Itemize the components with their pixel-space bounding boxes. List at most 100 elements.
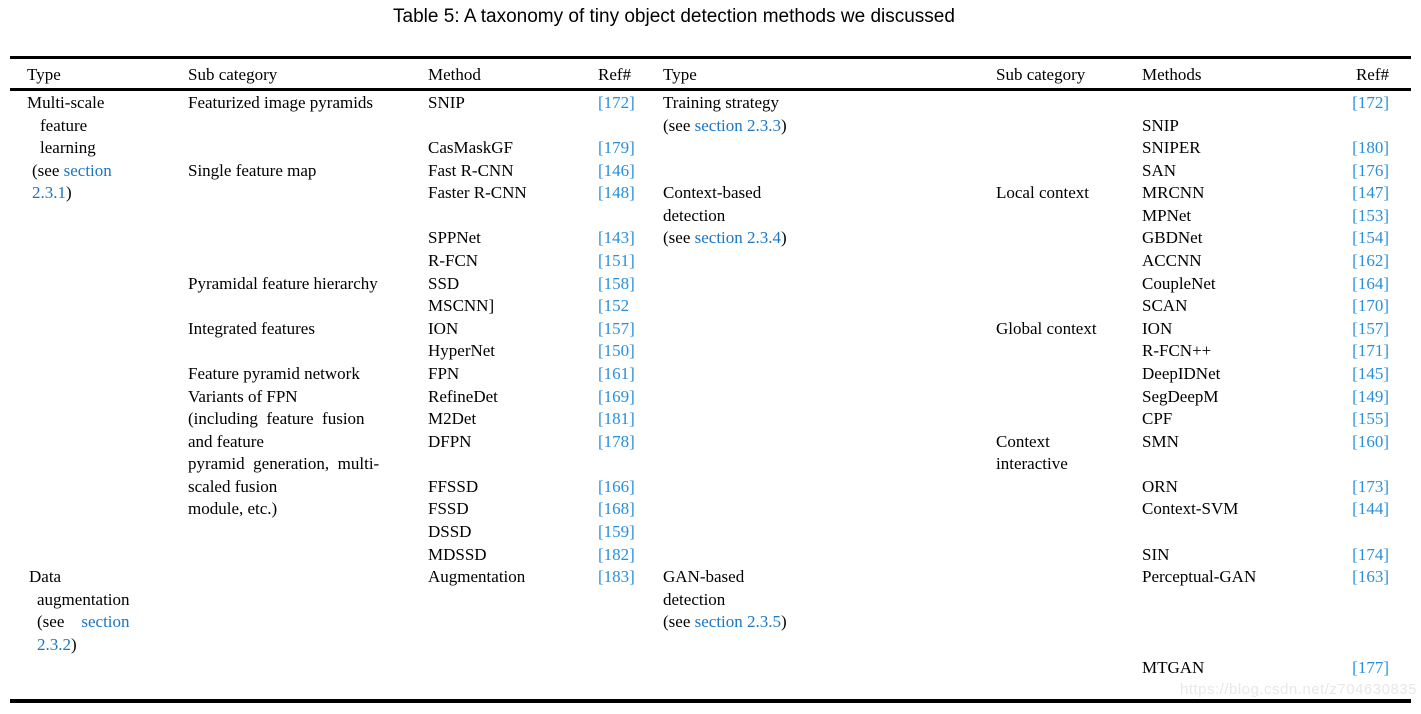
section-link[interactable]: section	[81, 612, 130, 632]
subcategory-column-header: Sub category	[188, 65, 278, 84]
ref-link[interactable]: [146]	[598, 160, 635, 180]
ref-cell: [151]	[598, 250, 658, 273]
methods2-cell: MTGAN	[1142, 657, 1205, 677]
table-row: MSCNN] [152 SCAN [170]	[0, 295, 1421, 318]
ref-link[interactable]: [173]	[1352, 476, 1389, 496]
text-segment: )	[781, 228, 787, 248]
ref2-column-header: Ref#	[1355, 65, 1389, 84]
type2-cell: Training strategy	[663, 93, 780, 112]
ref-link[interactable]: [152	[598, 296, 630, 316]
method-cell: ION	[428, 318, 459, 338]
ref-link[interactable]: [155]	[1352, 409, 1389, 429]
ref-link[interactable]: [144]	[1352, 499, 1389, 519]
ref-link[interactable]: [174]	[1352, 544, 1389, 564]
ref-link[interactable]: [179]	[598, 138, 635, 158]
section-link[interactable]: 2.3.2	[37, 634, 71, 654]
ref-cell: [146]	[598, 160, 658, 183]
type-cell: learning	[40, 138, 96, 158]
section-link[interactable]: section 2.3.4	[694, 228, 782, 248]
methods2-cell: DeepIDNet	[1142, 363, 1221, 383]
ref-link[interactable]: [168]	[598, 499, 635, 519]
methods2-cell: SCAN	[1142, 296, 1188, 316]
ref-link[interactable]: [151]	[598, 251, 635, 271]
type2-cell: detection	[663, 589, 726, 609]
ref-link[interactable]: [176]	[1352, 160, 1389, 180]
type2-cell: (see section 2.3.3)	[663, 115, 993, 138]
methods2-cell: ION	[1142, 318, 1173, 338]
ref-link[interactable]: [161]	[598, 363, 635, 383]
ref-link[interactable]: [157]	[1352, 318, 1389, 338]
ref-link[interactable]: [145]	[1352, 363, 1389, 383]
ref-link[interactable]: [154]	[1352, 228, 1389, 248]
ref-cell: [158]	[598, 273, 658, 296]
table-row: SPPNet [143] (see section 2.3.4) GBDNet [154…	[0, 227, 1421, 250]
ref-link[interactable]: [177]	[1352, 657, 1389, 677]
ref-link[interactable]: [147]	[1352, 183, 1389, 203]
ref-link[interactable]: [153]	[1352, 205, 1389, 225]
ref-link[interactable]: [159]	[598, 522, 635, 542]
ref-link[interactable]: [171]	[1352, 341, 1389, 361]
ref-link[interactable]: [166]	[598, 476, 635, 496]
method-cell: R-FCN	[428, 251, 479, 271]
text-segment: )	[71, 634, 77, 654]
text-segment: )	[781, 115, 787, 135]
table-header-rule	[10, 88, 1411, 91]
methods2-cell: R-FCN++	[1142, 341, 1212, 361]
text-segment: (see	[37, 612, 82, 632]
ref-link[interactable]: [148]	[598, 183, 635, 203]
ref-link[interactable]: [178]	[598, 431, 635, 451]
method-cell: FSSD	[428, 499, 469, 519]
methods2-cell: Context-SVM	[1142, 499, 1239, 519]
ref-link[interactable]: [182]	[598, 544, 635, 564]
ref-link[interactable]: [172]	[598, 93, 635, 112]
ref-link[interactable]: [162]	[1352, 251, 1389, 271]
method-cell: MDSSD	[428, 544, 487, 564]
ref-link[interactable]: [158]	[598, 273, 635, 293]
methods2-cell: SNIPER	[1142, 138, 1201, 158]
table-bottom-rule	[10, 699, 1411, 703]
ref-column-header: Ref#	[598, 65, 632, 84]
ref-link[interactable]: [163]	[1352, 567, 1389, 587]
table-row: scaled fusion FFSSD [166] ORN [173]	[0, 476, 1421, 499]
table-caption: Table 5: A taxonomy of tiny object detec…	[393, 6, 955, 27]
ref-link[interactable]: [143]	[598, 228, 635, 248]
table-row: DSSD [159]	[0, 521, 1421, 544]
section-link[interactable]: section 2.3.5	[694, 612, 782, 632]
subcategory-cell: Featurized image pyramids	[188, 93, 374, 112]
subcategory-cell: Pyramidal feature hierarchy	[188, 273, 378, 293]
ref-link[interactable]: [172]	[1352, 93, 1389, 112]
methods2-cell: SegDeepM	[1142, 386, 1219, 406]
ref-link[interactable]: [164]	[1352, 273, 1389, 293]
table-row: learning CasMaskGF [179] SNIPER [180]	[0, 137, 1421, 160]
ref2-cell: [157]	[1240, 318, 1389, 341]
ref-link[interactable]: [183]	[598, 567, 635, 587]
ref-cell: [172]	[598, 92, 658, 115]
table-row: detection MPNet [153]	[0, 205, 1421, 228]
ref-link[interactable]: [157]	[598, 318, 635, 338]
methods2-cell: MPNet	[1142, 205, 1192, 225]
type-column-header: Type	[27, 65, 61, 84]
ref-cell: [148]	[598, 182, 658, 205]
ref-cell: [143]	[598, 227, 658, 250]
ref-link[interactable]: [181]	[598, 409, 635, 429]
section-link[interactable]: section	[63, 160, 112, 180]
method-cell: SNIP	[428, 93, 465, 112]
method-cell: MSCNN]	[428, 296, 495, 316]
type-cell: Multi-scale	[27, 93, 105, 112]
subcategory-cell: scaled fusion	[188, 476, 278, 496]
section-link[interactable]: section 2.3.3	[694, 115, 782, 135]
ref-cell: [157]	[598, 318, 658, 341]
ref2-cell: [180]	[1240, 137, 1389, 160]
ref-link[interactable]: [149]	[1352, 386, 1389, 406]
ref2-cell: [174]	[1240, 544, 1389, 567]
method-cell: FPN	[428, 363, 460, 383]
ref-link[interactable]: [150]	[598, 341, 635, 361]
text-segment: )	[781, 612, 787, 632]
table-row: Multi-scale Featurized image pyramids SNIP…	[0, 92, 1421, 115]
ref-link[interactable]: [170]	[1352, 296, 1389, 316]
table-top-rule	[10, 56, 1411, 59]
ref-link[interactable]: [180]	[1352, 138, 1389, 158]
ref-link[interactable]: [169]	[598, 386, 635, 406]
ref-link[interactable]: [160]	[1352, 431, 1389, 451]
section-link[interactable]: 2.3.1	[32, 183, 66, 203]
